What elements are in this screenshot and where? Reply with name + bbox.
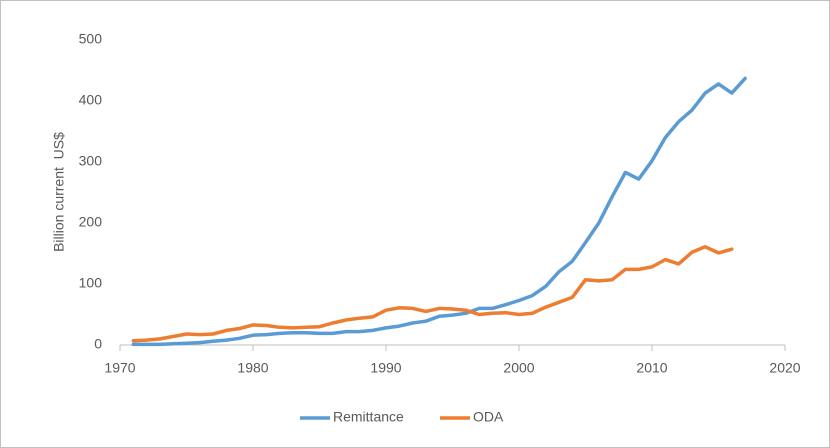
y-tick-label: 400 [79, 92, 103, 108]
line-oda [131, 245, 734, 343]
legend-label: Remittance [333, 409, 404, 425]
legend-label: ODA [473, 409, 504, 425]
y-tick-label: 100 [79, 275, 103, 291]
y-tick-label: 500 [79, 31, 103, 47]
x-tick-label: 1970 [104, 360, 135, 376]
x-tick-label: 2000 [503, 360, 534, 376]
y-tick-label: 200 [79, 214, 103, 230]
x-tick-label: 2020 [769, 360, 800, 376]
x-tick-label: 1990 [370, 360, 401, 376]
line-remittance [131, 76, 747, 347]
y-axis-label: Billion current US$ [51, 132, 67, 252]
y-tick-label: 0 [94, 336, 102, 352]
y-tick-label: 300 [79, 153, 103, 169]
x-tick-label: 2010 [636, 360, 667, 376]
x-tick-label: 1980 [237, 360, 268, 376]
